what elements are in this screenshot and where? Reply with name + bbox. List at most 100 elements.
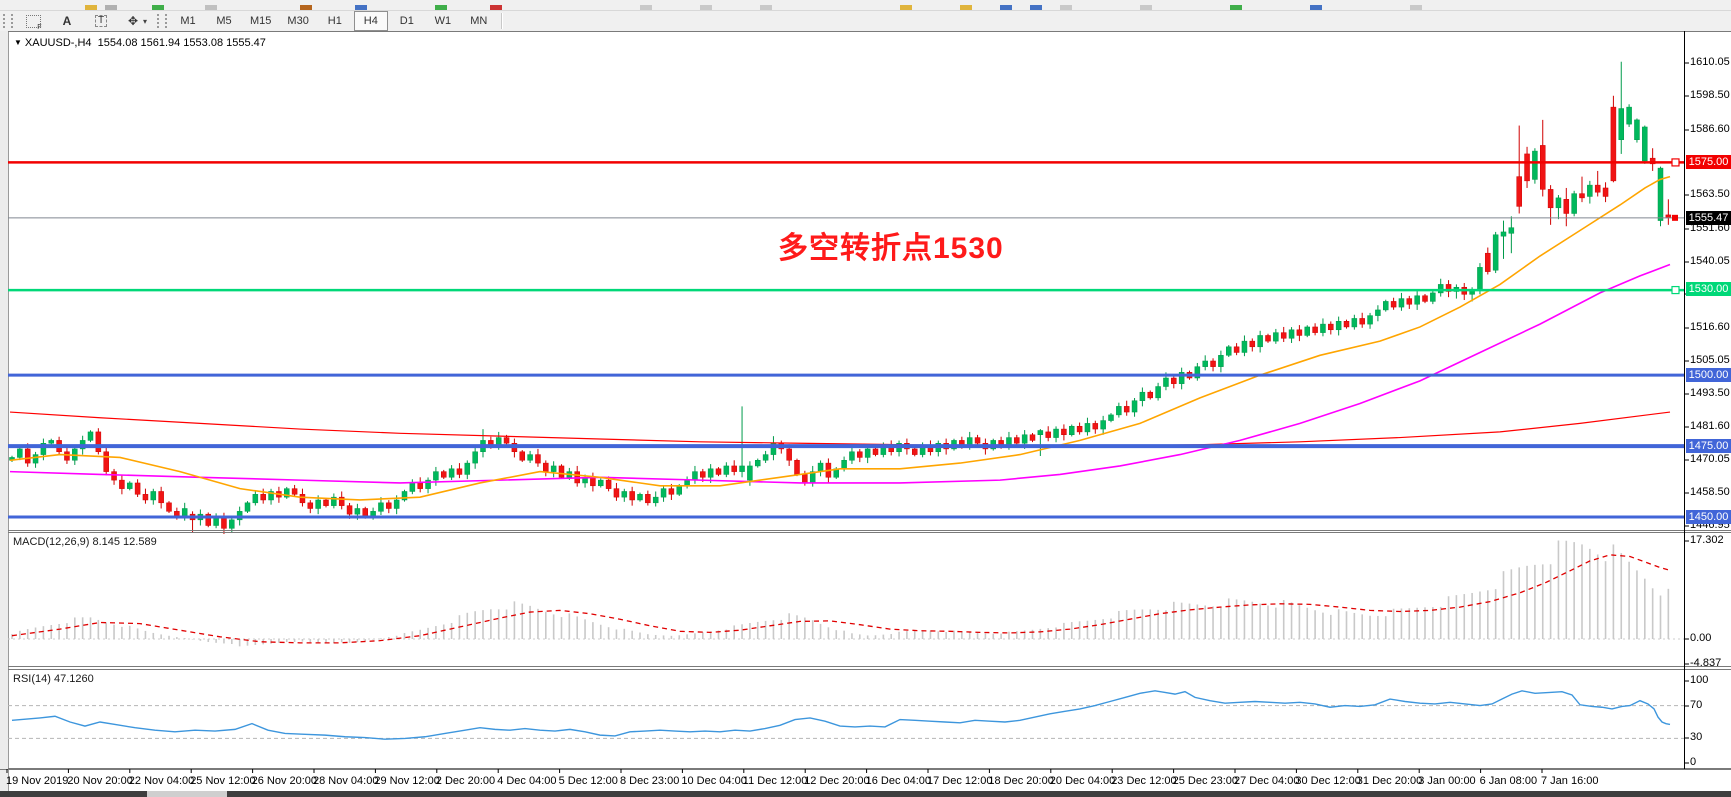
- candle-body: [441, 471, 447, 478]
- window-left-frame: [0, 31, 8, 791]
- timeframe-button-M15[interactable]: M15: [250, 15, 272, 27]
- candle-body: [1657, 167, 1664, 221]
- clipped-icon[interactable]: [900, 5, 912, 10]
- candle-body: [707, 468, 714, 478]
- candle-body: [1649, 157, 1656, 165]
- clipped-icon[interactable]: [435, 5, 447, 10]
- text-box-icon[interactable]: T: [85, 11, 117, 31]
- candle-body: [794, 460, 800, 475]
- axis-scale-label: 1598.50: [1690, 89, 1730, 101]
- toolbar-grip-2[interactable]: [157, 14, 168, 28]
- candle-body: [268, 491, 274, 501]
- macd-indicator-label: MACD(12,26,9) 8.145 12.589: [13, 536, 157, 548]
- chart-canvas[interactable]: [0, 31, 1731, 797]
- time-axis-label: 3 Jan 00:00: [1418, 775, 1476, 787]
- axis-scale-label: 17.302: [1690, 534, 1724, 546]
- candle-body: [1430, 292, 1436, 302]
- clipped-icon[interactable]: [300, 5, 312, 10]
- clipped-icon[interactable]: [1000, 5, 1012, 10]
- timeframe-button-M30[interactable]: M30: [287, 15, 309, 27]
- time-axis-label: 6 Jan 08:00: [1479, 775, 1538, 787]
- clipped-icon[interactable]: [1310, 5, 1322, 10]
- macd-panel: [8, 540, 1684, 647]
- candle-body: [535, 454, 541, 464]
- timeframe-button-M5[interactable]: M5: [216, 15, 232, 27]
- candle-body: [872, 448, 879, 455]
- macd-signal-line: [11, 554, 1669, 644]
- candle-body: [1422, 295, 1428, 302]
- candle-body: [315, 499, 321, 509]
- clipped-icon[interactable]: [960, 5, 972, 10]
- hline-handle[interactable]: [1671, 158, 1680, 167]
- price-line-label: 1575.00: [1686, 155, 1731, 169]
- candle-body: [747, 465, 753, 481]
- candle-body: [1485, 252, 1491, 272]
- time-axis-label: 25 Dec 23:00: [1172, 775, 1239, 787]
- clipped-icon[interactable]: [1140, 5, 1152, 10]
- time-axis-label: 17 Dec 12:00: [927, 775, 993, 787]
- chart-text-annotation[interactable]: 多空转折点1530: [778, 232, 1004, 265]
- rsi-panel: [8, 690, 1684, 740]
- clipped-icon[interactable]: [355, 5, 367, 10]
- candle-body: [1147, 391, 1153, 399]
- candle-body: [1061, 428, 1067, 435]
- candle-body: [1540, 145, 1546, 190]
- timeframe-button-D1[interactable]: D1: [399, 15, 414, 27]
- candle-body: [621, 491, 628, 498]
- time-axis-label: 20 Dec 04:00: [1049, 775, 1116, 787]
- candle-body: [1398, 298, 1405, 308]
- hline-handle[interactable]: [1671, 285, 1680, 295]
- timeframe-button-W1[interactable]: W1: [434, 15, 452, 27]
- candle-body: [1618, 108, 1624, 140]
- timeframe-button-H1[interactable]: H1: [327, 15, 342, 27]
- candle-body: [1045, 431, 1051, 438]
- clipped-icon[interactable]: [760, 5, 772, 10]
- candle-body: [260, 494, 266, 501]
- clipped-icon[interactable]: [490, 5, 502, 10]
- candle-body: [1265, 335, 1271, 342]
- clipped-icon[interactable]: [700, 5, 712, 10]
- candle-body: [731, 465, 737, 472]
- candles-layer: [9, 61, 1672, 535]
- clipped-icon[interactable]: [1410, 5, 1422, 10]
- clipped-icon[interactable]: [640, 5, 652, 10]
- candle-body: [1328, 323, 1334, 331]
- clipped-icon[interactable]: [85, 5, 97, 10]
- toolbar-grip[interactable]: [3, 14, 13, 28]
- timeframe-button-H4[interactable]: H4: [353, 11, 388, 31]
- candle-body: [409, 482, 416, 492]
- time-axis-label: 30 Dec 12:00: [1295, 775, 1361, 787]
- candle-body: [1123, 406, 1130, 413]
- candle-body: [1076, 425, 1083, 433]
- clipped-icon[interactable]: [1060, 5, 1072, 10]
- candle-body: [1406, 298, 1413, 305]
- price-line-label: 1555.47: [1686, 211, 1731, 225]
- candle-body: [1367, 315, 1373, 325]
- toolbar-separator: [500, 13, 502, 29]
- time-axis-label: 16 Dec 04:00: [865, 775, 932, 787]
- price-line-label: 1530.00: [1686, 282, 1731, 296]
- fixed-scale-icon[interactable]: F: [17, 11, 49, 31]
- candle-body: [1100, 420, 1106, 430]
- candle-body: [111, 471, 117, 481]
- clipped-icon[interactable]: [105, 5, 117, 10]
- text-label-icon[interactable]: A: [62, 14, 72, 28]
- candle-body: [668, 488, 675, 495]
- dropdown-caret-icon[interactable]: ▾: [143, 16, 148, 26]
- timeframe-button-MN[interactable]: MN: [470, 15, 488, 27]
- time-axis-label: 22 Nov 04:00: [128, 775, 195, 787]
- cursor-tools-icon[interactable]: ✥ ▾: [127, 14, 148, 28]
- clipped-icon[interactable]: [152, 5, 164, 10]
- time-axis-label: 18 Dec 20:00: [988, 775, 1054, 787]
- time-axis-label: 11 Dec 12:00: [742, 775, 808, 787]
- candle-body: [64, 451, 70, 461]
- ma-slow-line: [9, 411, 1671, 447]
- clipped-icon[interactable]: [1230, 5, 1242, 10]
- clipped-icon[interactable]: [1030, 5, 1042, 10]
- candle-body: [1359, 318, 1365, 325]
- timeframe-button-M1[interactable]: M1: [180, 15, 196, 27]
- symbol-dropdown-icon[interactable]: ▼: [14, 38, 22, 47]
- candle-body: [1508, 227, 1515, 234]
- clipped-icon[interactable]: [205, 5, 217, 10]
- time-axis-label: 27 Dec 04:00: [1234, 775, 1300, 787]
